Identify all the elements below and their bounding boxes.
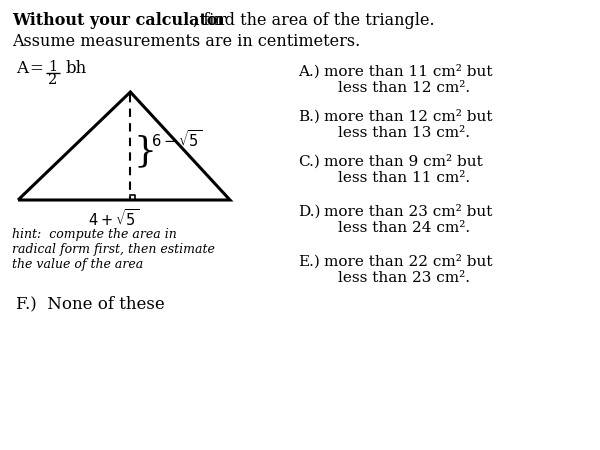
Text: more than 12 cm² but: more than 12 cm² but (324, 110, 493, 124)
Text: less than 23 cm².: less than 23 cm². (338, 271, 470, 285)
Text: $6 - \sqrt{5}$: $6 - \sqrt{5}$ (151, 129, 202, 149)
Text: less than 13 cm².: less than 13 cm². (338, 126, 470, 140)
Text: Without your calculator: Without your calculator (12, 12, 226, 29)
Text: =: = (29, 60, 43, 77)
Text: F.)  None of these: F.) None of these (16, 295, 165, 312)
Text: less than 12 cm².: less than 12 cm². (338, 81, 470, 95)
Text: more than 9 cm² but: more than 9 cm² but (324, 155, 483, 169)
Text: A: A (16, 60, 28, 77)
Text: B.): B.) (298, 110, 320, 124)
Text: $4 + \sqrt{5}$: $4 + \sqrt{5}$ (88, 208, 140, 229)
Text: bh: bh (66, 60, 87, 77)
Text: Assume measurements are in centimeters.: Assume measurements are in centimeters. (12, 33, 360, 50)
Text: }: } (133, 134, 157, 168)
Text: D.): D.) (298, 205, 320, 219)
Text: more than 11 cm² but: more than 11 cm² but (324, 65, 493, 79)
Text: , find the area of the triangle.: , find the area of the triangle. (193, 12, 434, 29)
Text: C.): C.) (298, 155, 320, 169)
Text: less than 24 cm².: less than 24 cm². (338, 221, 470, 235)
Text: 2: 2 (49, 73, 58, 87)
Text: radical form first, then estimate: radical form first, then estimate (12, 243, 215, 256)
Text: hint:  compute the area in: hint: compute the area in (12, 228, 177, 241)
Text: 1: 1 (49, 60, 58, 74)
Text: the value of the area: the value of the area (12, 258, 143, 271)
Text: A.): A.) (298, 65, 320, 79)
Text: more than 23 cm² but: more than 23 cm² but (324, 205, 493, 219)
Text: less than 11 cm².: less than 11 cm². (338, 171, 470, 185)
Text: more than 22 cm² but: more than 22 cm² but (324, 255, 493, 269)
Text: E.): E.) (298, 255, 320, 269)
